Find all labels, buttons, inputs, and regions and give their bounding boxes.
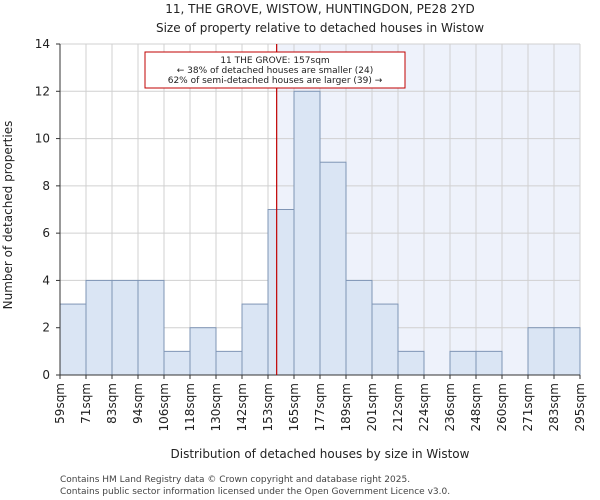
- x-tick-label: 212sqm: [391, 383, 405, 431]
- histogram-bar: [553, 327, 581, 376]
- histogram-bar: [527, 327, 555, 376]
- histogram-bar: [293, 90, 321, 376]
- x-tick-label: 271sqm: [521, 383, 535, 431]
- annotation-line-2: ← 38% of detached houses are smaller (24…: [177, 66, 374, 76]
- x-tick-label: 59sqm: [53, 383, 67, 424]
- x-tick-label: 248sqm: [469, 383, 483, 431]
- y-tick-label: 4: [42, 273, 50, 287]
- y-tick-label: 8: [42, 179, 50, 193]
- x-tick-label: 130sqm: [209, 383, 223, 431]
- histogram-bar: [319, 161, 347, 376]
- x-tick-label: 71sqm: [79, 383, 93, 424]
- x-tick-label: 106sqm: [157, 383, 171, 431]
- histogram-bar: [215, 350, 243, 376]
- histogram-bar: [137, 279, 165, 376]
- histogram-bar: [59, 303, 87, 376]
- x-tick-label: 165sqm: [287, 383, 301, 431]
- y-axis-label: Number of detached properties: [1, 121, 15, 310]
- histogram-bar: [189, 327, 217, 376]
- chart-title-line1: 11, THE GROVE, WISTOW, HUNTINGDON, PE28 …: [165, 2, 475, 16]
- y-tick-label: 2: [42, 321, 50, 335]
- y-tick-label: 10: [35, 132, 50, 146]
- annotation-line-1: 11 THE GROVE: 157sqm: [220, 56, 329, 66]
- footer-line2: Contains public sector information licen…: [60, 487, 450, 497]
- histogram-bar: [267, 209, 295, 376]
- annotation-line-3: 62% of semi-detached houses are larger (…: [168, 76, 383, 86]
- chart-title-line2: Size of property relative to detached ho…: [156, 21, 484, 35]
- x-tick-label: 224sqm: [417, 383, 431, 431]
- x-axis-label: Distribution of detached houses by size …: [171, 447, 470, 461]
- x-tick-label: 260sqm: [495, 383, 509, 431]
- x-tick-label: 189sqm: [339, 383, 353, 431]
- x-tick-label: 94sqm: [131, 383, 145, 424]
- x-tick-label: 177sqm: [313, 383, 327, 431]
- histogram-bar: [449, 350, 477, 376]
- histogram-bar: [85, 279, 113, 376]
- histogram-bar: [397, 350, 425, 376]
- y-tick-label: 6: [42, 226, 50, 240]
- histogram-bar: [163, 350, 191, 376]
- y-tick-label: 0: [42, 368, 50, 382]
- x-tick-label: 201sqm: [365, 383, 379, 431]
- footer-line1: Contains HM Land Registry data © Crown c…: [60, 475, 410, 485]
- x-tick-label: 283sqm: [547, 383, 561, 431]
- plot-area: 0 2 4 6 8 10 12 14 59sqm 71sqm 83sqm 94sqm 106sqm 118…: [35, 37, 587, 431]
- histogram-bar: [345, 279, 373, 376]
- histogram-bar: [371, 303, 399, 376]
- histogram-bar: [475, 350, 503, 376]
- x-tick-label: 118sqm: [183, 383, 197, 431]
- y-tick-label: 12: [35, 84, 50, 98]
- x-tick-label: 142sqm: [235, 383, 249, 431]
- x-tick-label: 295sqm: [573, 383, 587, 431]
- histogram-bar: [111, 279, 139, 376]
- x-tick-label: 236sqm: [443, 383, 457, 431]
- annotation-box: [144, 51, 406, 89]
- x-tick-label: 153sqm: [261, 383, 275, 431]
- x-tick-label: 83sqm: [105, 383, 119, 424]
- y-tick-label: 14: [35, 37, 50, 51]
- histogram-bar: [241, 303, 269, 376]
